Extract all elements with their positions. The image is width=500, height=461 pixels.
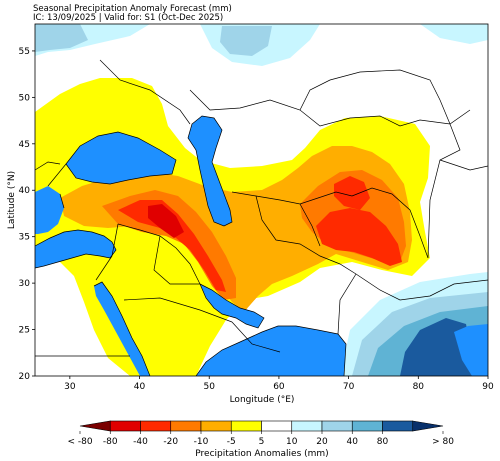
x-tick-label: 90 [482,382,494,392]
colorbar-tick-label: -10 [194,437,209,447]
colorbar-extension-low [79,420,111,432]
plot-frame [34,23,489,377]
colorbar-tick-label: 20 [316,437,328,447]
persian-gulf [200,284,264,328]
positive-anomaly-north-east-20 [220,26,272,56]
colorbar-segment [170,420,202,432]
y-tick-label: 55 [19,47,30,57]
y-tick-label: 25 [19,326,30,336]
colorbar-label: Precipitation Anomalies (mm) [195,449,328,459]
x-tick-label: 60 [273,382,285,392]
colorbar-tick-label: 40 [347,437,359,447]
x-tick-label: 40 [134,382,146,392]
colorbar-tick-labels: < -80 -80 -40 -20 -10 -5 5 10 20 40 80 > 80 [67,431,454,447]
positive-anomaly-north-east-2 [420,24,488,44]
colorbar-segment [140,420,172,432]
negative-anomaly-80 [148,204,184,238]
colorbar-tick-label: -80 [103,437,118,447]
mediterranean-sea [35,230,116,268]
x-axis-ticks: 30 40 50 60 70 80 90 [64,376,494,392]
y-tick-label: 50 [19,93,31,103]
colorbar [79,420,444,432]
red-sea [94,282,150,376]
bay-of-bengal [454,324,488,376]
y-tick-label: 40 [19,186,31,196]
colorbar-tick-label: < -80 [67,437,92,447]
y-tick-label: 45 [19,140,30,150]
colorbar-tick-label: 80 [377,437,389,447]
colorbar-segment [261,420,293,432]
colorbar-tick-label: > 80 [432,437,454,447]
colorbar-segment [321,420,353,432]
arabian-sea [196,326,346,376]
colorbar-tick-label: -40 [133,437,148,447]
map-subtitle: IC: 13/09/2025 | Valid for: S1 (Oct-Dec … [33,13,224,23]
colorbar-tick-label: -5 [227,437,236,447]
colorbar-extension-high [412,420,444,432]
negative-anomaly-20 [102,170,406,300]
x-axis-label: Longitude (°E) [230,395,295,405]
y-axis-ticks: 20 25 30 35 40 45 50 55 [19,47,35,382]
x-tick-label: 30 [64,382,76,392]
aegean-sea [35,186,64,234]
y-tick-label: 30 [19,279,31,289]
y-tick-label: 35 [19,233,30,243]
colorbar-tick-label: 10 [286,437,298,447]
black-sea [66,132,176,184]
colorbar-segment [351,420,383,432]
colorbar-tick-label: -20 [163,437,178,447]
country-borders [35,59,488,376]
map-plot-area [35,24,488,376]
colorbar-segment [291,420,323,432]
y-tick-label: 20 [19,372,31,382]
colorbar-segment [382,420,414,432]
x-tick-label: 70 [343,382,355,392]
colorbar-tick-label: 5 [259,437,265,447]
colorbar-segment [200,420,232,432]
colorbar-segment [230,420,262,432]
colorbar-segment [109,420,141,432]
map-title: Seasonal Precipitation Anomaly Forecast … [33,4,232,14]
caspian-sea [188,116,232,226]
x-tick-label: 80 [413,382,425,392]
positive-anomaly-west [35,24,88,52]
y-axis-label: Latitude (°N) [7,171,17,229]
x-tick-label: 50 [204,382,216,392]
